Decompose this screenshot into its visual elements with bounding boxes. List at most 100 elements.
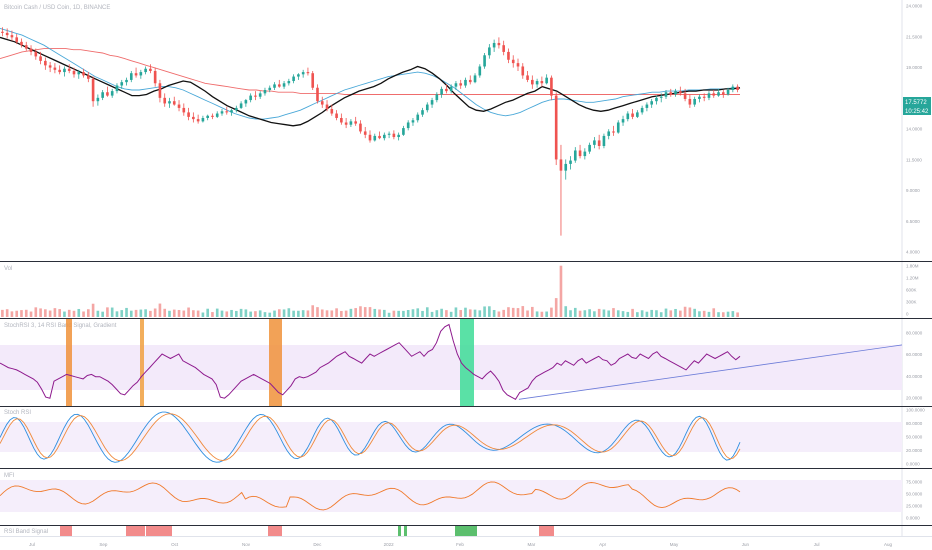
volume-bar [521, 306, 525, 317]
candle [425, 102, 429, 113]
volume-bar [292, 310, 295, 317]
candle-body [535, 81, 539, 85]
candle-body [235, 107, 238, 111]
candle-body [573, 150, 577, 161]
candle [593, 137, 596, 149]
time-tick-label: Aug [884, 542, 893, 547]
candle [406, 120, 410, 131]
volume-bar [153, 308, 157, 317]
candle-body [702, 96, 706, 98]
candle [1, 27, 4, 37]
mfi-axis-ticks: 75.0000 50.0000 25.0000 0.0000 [906, 480, 923, 521]
volume-bar [163, 308, 167, 317]
candle-body [48, 65, 52, 68]
candle [125, 77, 128, 86]
candle-body [139, 72, 143, 76]
volume-bar [640, 310, 644, 317]
candle-body [363, 131, 367, 135]
candle-body [631, 113, 634, 117]
candle [702, 93, 706, 102]
candle [144, 66, 147, 75]
volume-bar [507, 307, 510, 317]
price-tick-label: 24.0000 [906, 4, 923, 9]
time-tick-label: Jun [742, 542, 750, 547]
candle-body [659, 96, 663, 98]
candle [87, 72, 90, 83]
mfi-tick-label: 0.0000 [906, 516, 920, 521]
time-axis-ticks: Jul Sep Oct Nov Dec 2022 Feb Mar Apr May Jun Jul Aug [29, 542, 892, 547]
volume-bar [301, 310, 305, 317]
candle-body [34, 51, 38, 57]
candle-body [483, 55, 486, 67]
price-pane-title: Bitcoin Cash / USD Coin, 1D, BINANCE [4, 5, 110, 11]
volume-bar [344, 310, 348, 317]
volume-bar [63, 311, 66, 317]
volume-bar [268, 312, 272, 317]
mfi-tick-label: 25.0000 [906, 504, 923, 509]
volume-bar [96, 310, 100, 317]
candle-body [258, 93, 262, 97]
volume-bar [631, 308, 634, 317]
candle-body [492, 42, 496, 48]
candle [435, 92, 439, 103]
volume-bar [416, 308, 420, 317]
candle-body [387, 133, 391, 135]
candle [736, 84, 739, 93]
candle-body [736, 86, 739, 90]
volume-bar [473, 309, 477, 317]
volume-bar [531, 306, 534, 317]
band-signal-sell-block [539, 526, 554, 536]
candle-body [158, 83, 162, 98]
rsi-trendline [518, 344, 903, 400]
volume-bar [688, 307, 692, 317]
candle [163, 93, 167, 107]
volume-bar [249, 311, 252, 317]
candle [225, 106, 229, 115]
candle [206, 114, 209, 121]
candle [235, 105, 238, 113]
volume-bar [588, 309, 591, 317]
ma-blue-line [0, 27, 740, 120]
candle-body [263, 90, 267, 94]
stoch-k-line [0, 411, 741, 463]
candle [211, 113, 214, 120]
candle [67, 64, 71, 74]
rsi-oversold-highlight [66, 319, 72, 406]
candle-body [464, 79, 467, 86]
volume-bar [421, 310, 424, 317]
candle [693, 96, 696, 107]
rsi-tick-label: 60.0000 [906, 352, 923, 357]
candle [507, 48, 510, 64]
volume-bar [235, 310, 238, 317]
candle-body [20, 41, 23, 46]
candle-body [726, 90, 730, 95]
countdown-label: 10:25:42 [905, 109, 929, 115]
candle [63, 66, 66, 77]
candle [397, 132, 400, 141]
candle-body [569, 160, 572, 164]
candle [230, 109, 233, 116]
candle-body [454, 83, 458, 87]
candle-body [58, 69, 61, 73]
candle-body [196, 119, 200, 122]
volume-bar [177, 309, 181, 317]
candle [664, 90, 668, 99]
price-tick-label: 9.0000 [906, 188, 920, 193]
candle-body [287, 81, 291, 84]
candle-body [149, 68, 152, 71]
band-signal-pane-title: RSI Band Signal [4, 529, 48, 535]
candle [631, 109, 634, 120]
volume-bar [468, 309, 472, 317]
volume-bar [82, 311, 85, 317]
candle-body [698, 96, 701, 99]
candle-body [82, 72, 85, 76]
volume-bar [664, 308, 668, 317]
candle [172, 96, 176, 106]
candle-body [430, 100, 434, 105]
volume-bar [129, 310, 133, 317]
volume-bar [134, 309, 138, 317]
candle-body [502, 45, 505, 52]
candle-body [10, 35, 14, 38]
volume-bar [392, 310, 396, 317]
